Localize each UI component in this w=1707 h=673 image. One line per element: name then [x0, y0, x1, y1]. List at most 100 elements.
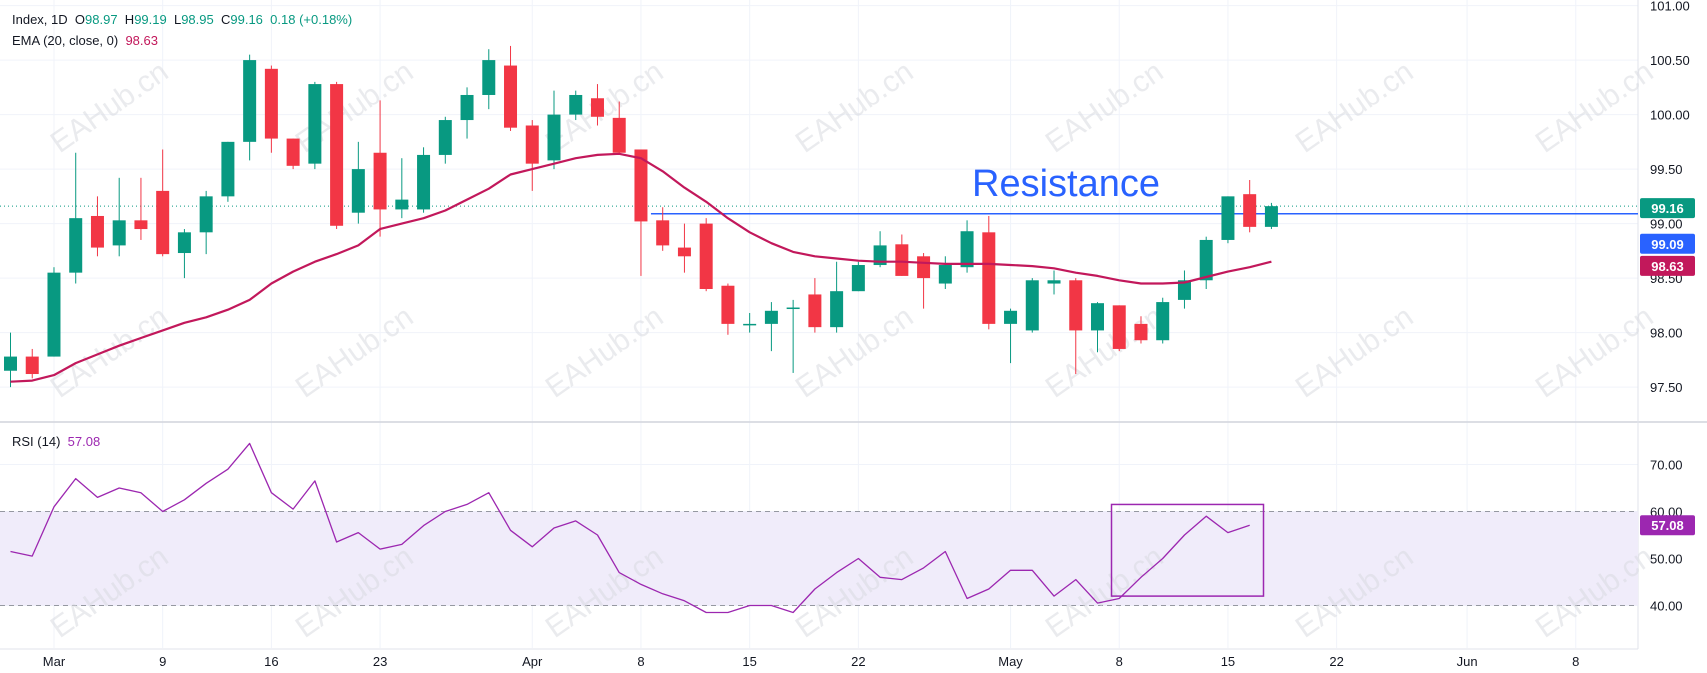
last-price-badge-text: 99.16 — [1651, 201, 1684, 216]
candle — [330, 81, 344, 230]
candle — [1264, 202, 1278, 230]
candle-body — [308, 84, 322, 164]
time-tick-label: Apr — [522, 654, 543, 669]
ema-badge-bg — [1640, 255, 1695, 276]
rsi-line — [10, 442, 1250, 614]
candle — [830, 261, 844, 333]
legend-open: 98.97 — [85, 12, 118, 27]
candles — [4, 45, 1278, 388]
ema-badge-text: 98.63 — [1651, 259, 1684, 274]
ema-badge: 98.63 — [1640, 255, 1695, 276]
legend-close: 99.16 — [230, 12, 263, 27]
rsi-badge-text: 57.08 — [1651, 518, 1684, 533]
last-price-badge: 99.16 — [1640, 198, 1695, 219]
candle — [938, 256, 952, 289]
candle-body — [917, 256, 931, 279]
legend-open-label: O — [74, 12, 86, 27]
candle — [134, 177, 148, 240]
candle-body — [395, 199, 409, 210]
candle — [525, 120, 539, 191]
watermark-text: EAHub.cn — [1530, 55, 1660, 160]
price-legend: Index, 1D O98.97 H99.19 L98.95 C99.16 0.… — [12, 12, 352, 27]
candle — [612, 101, 626, 155]
candle-body — [417, 154, 431, 210]
watermark-text: EAHub.cn — [1290, 300, 1420, 405]
candle-body — [199, 196, 213, 233]
candle — [4, 332, 17, 388]
time-tick-label: 8 — [637, 654, 644, 669]
candle-body — [1112, 305, 1126, 349]
candle — [351, 141, 365, 224]
candle — [1069, 278, 1083, 375]
candle — [504, 45, 518, 131]
candle-body — [764, 310, 778, 324]
rsi-highlight-box — [1110, 503, 1265, 597]
candle — [1091, 302, 1104, 353]
candle — [243, 54, 257, 161]
rsi-badge-bg — [1640, 515, 1695, 536]
candle-body — [1047, 280, 1061, 284]
candle-body — [112, 220, 126, 246]
candle-body — [743, 323, 757, 326]
candle — [221, 141, 235, 202]
candle-body — [90, 215, 104, 248]
candle — [1156, 297, 1170, 344]
time-tick-label: 8 — [1572, 654, 1579, 669]
watermark-text: EAHub.cn — [1530, 300, 1660, 405]
legend-high-label: H — [124, 12, 135, 27]
candle-body — [1025, 280, 1039, 331]
candle — [395, 158, 409, 219]
resistance-label: Resistance — [972, 163, 1160, 205]
candle — [634, 149, 648, 276]
candle-body — [895, 244, 909, 276]
candle — [547, 90, 561, 170]
time-tick-label: Jun — [1457, 654, 1478, 669]
candle — [677, 223, 691, 273]
resistance-badge: 99.09 — [1640, 233, 1695, 254]
candle — [1177, 270, 1191, 309]
candle — [917, 253, 931, 309]
candle-body — [982, 232, 996, 324]
resistance-badge-text: 99.09 — [1651, 237, 1684, 252]
time-tick-label: 22 — [1329, 654, 1343, 669]
candle-body — [873, 245, 887, 266]
candle-body — [656, 220, 670, 246]
rsi-legend: RSI (14) 57.08 — [12, 434, 100, 449]
candle-body — [569, 94, 583, 115]
rsi-tick-label: 50.00 — [1650, 552, 1683, 567]
candle — [373, 100, 387, 237]
candle — [417, 147, 431, 213]
price-tick-label: 99.50 — [1650, 162, 1683, 177]
candle — [851, 261, 865, 292]
rsi-legend-label: RSI (14) — [12, 434, 61, 449]
price-tick-label: 99.00 — [1650, 217, 1683, 232]
candle — [25, 348, 39, 379]
candle-body — [1091, 303, 1104, 331]
candle — [1047, 270, 1061, 295]
time-tick-label: 9 — [159, 654, 166, 669]
watermark-text: EAHub.cn — [45, 300, 175, 405]
legend-low: 98.95 — [181, 12, 214, 27]
candle — [808, 278, 822, 333]
resistance-badge-bg — [1640, 233, 1695, 254]
candle — [1199, 236, 1213, 289]
candle-body — [438, 120, 452, 155]
candle-body — [851, 265, 865, 292]
candle-body — [525, 125, 539, 164]
price-tick-label: 98.00 — [1650, 326, 1683, 341]
price-tick-label: 101.00 — [1650, 0, 1690, 14]
time-tick-label: 15 — [742, 654, 756, 669]
candle-body — [264, 68, 278, 139]
candle-body — [547, 114, 561, 161]
candle-body — [830, 291, 844, 328]
candle-body — [482, 60, 496, 95]
candle-body — [1156, 302, 1170, 341]
legend-change: 0.18 (+0.18%) — [270, 12, 353, 27]
candle-body — [460, 94, 474, 121]
candle — [1025, 278, 1039, 333]
candle — [460, 87, 474, 139]
candle-body — [25, 356, 39, 375]
candle-body — [286, 138, 300, 166]
rsi-tick-label: 40.00 — [1650, 599, 1683, 614]
